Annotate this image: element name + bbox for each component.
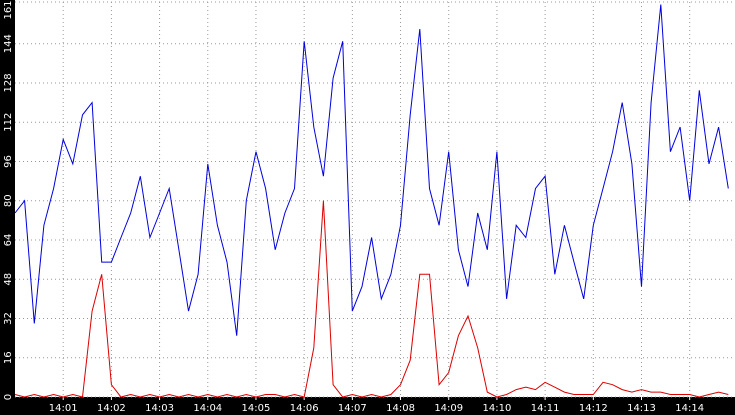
y-tick-label: 32	[3, 312, 14, 325]
y-tick-label: 112	[3, 113, 14, 132]
x-tick-label: 14:01	[49, 403, 78, 414]
x-tick-label: 14:06	[290, 403, 319, 414]
y-tick-label: 161	[3, 0, 14, 19]
series-line	[14, 4, 729, 336]
x-tick-label: 14:07	[338, 403, 367, 414]
y-tick-label: 128	[3, 73, 14, 92]
x-tick-label: 14:04	[193, 403, 222, 414]
x-tick-label: 14:11	[531, 403, 560, 414]
y-tick-label: 80	[3, 194, 14, 207]
y-tick-label: 48	[3, 273, 14, 286]
x-axis-strip	[0, 397, 735, 415]
y-axis-strip	[0, 0, 15, 415]
x-tick-label: 14:03	[145, 403, 174, 414]
x-tick-label: 14:10	[483, 403, 512, 414]
x-tick-label: 14:14	[675, 403, 704, 414]
series-line	[14, 200, 729, 398]
x-tick-label: 14:09	[434, 403, 463, 414]
y-tick-label: 16	[3, 351, 14, 364]
x-tick-label: 14:05	[242, 403, 271, 414]
x-tick-label: 14:02	[97, 403, 126, 414]
x-tick-label: 14:12	[579, 403, 608, 414]
y-tick-label: 96	[3, 155, 14, 168]
y-tick-label: 0	[3, 394, 14, 400]
y-tick-label: 64	[3, 234, 14, 247]
y-tick-label: 144	[3, 34, 14, 53]
x-tick-label: 14:08	[386, 403, 415, 414]
x-tick-label: 14:13	[627, 403, 656, 414]
